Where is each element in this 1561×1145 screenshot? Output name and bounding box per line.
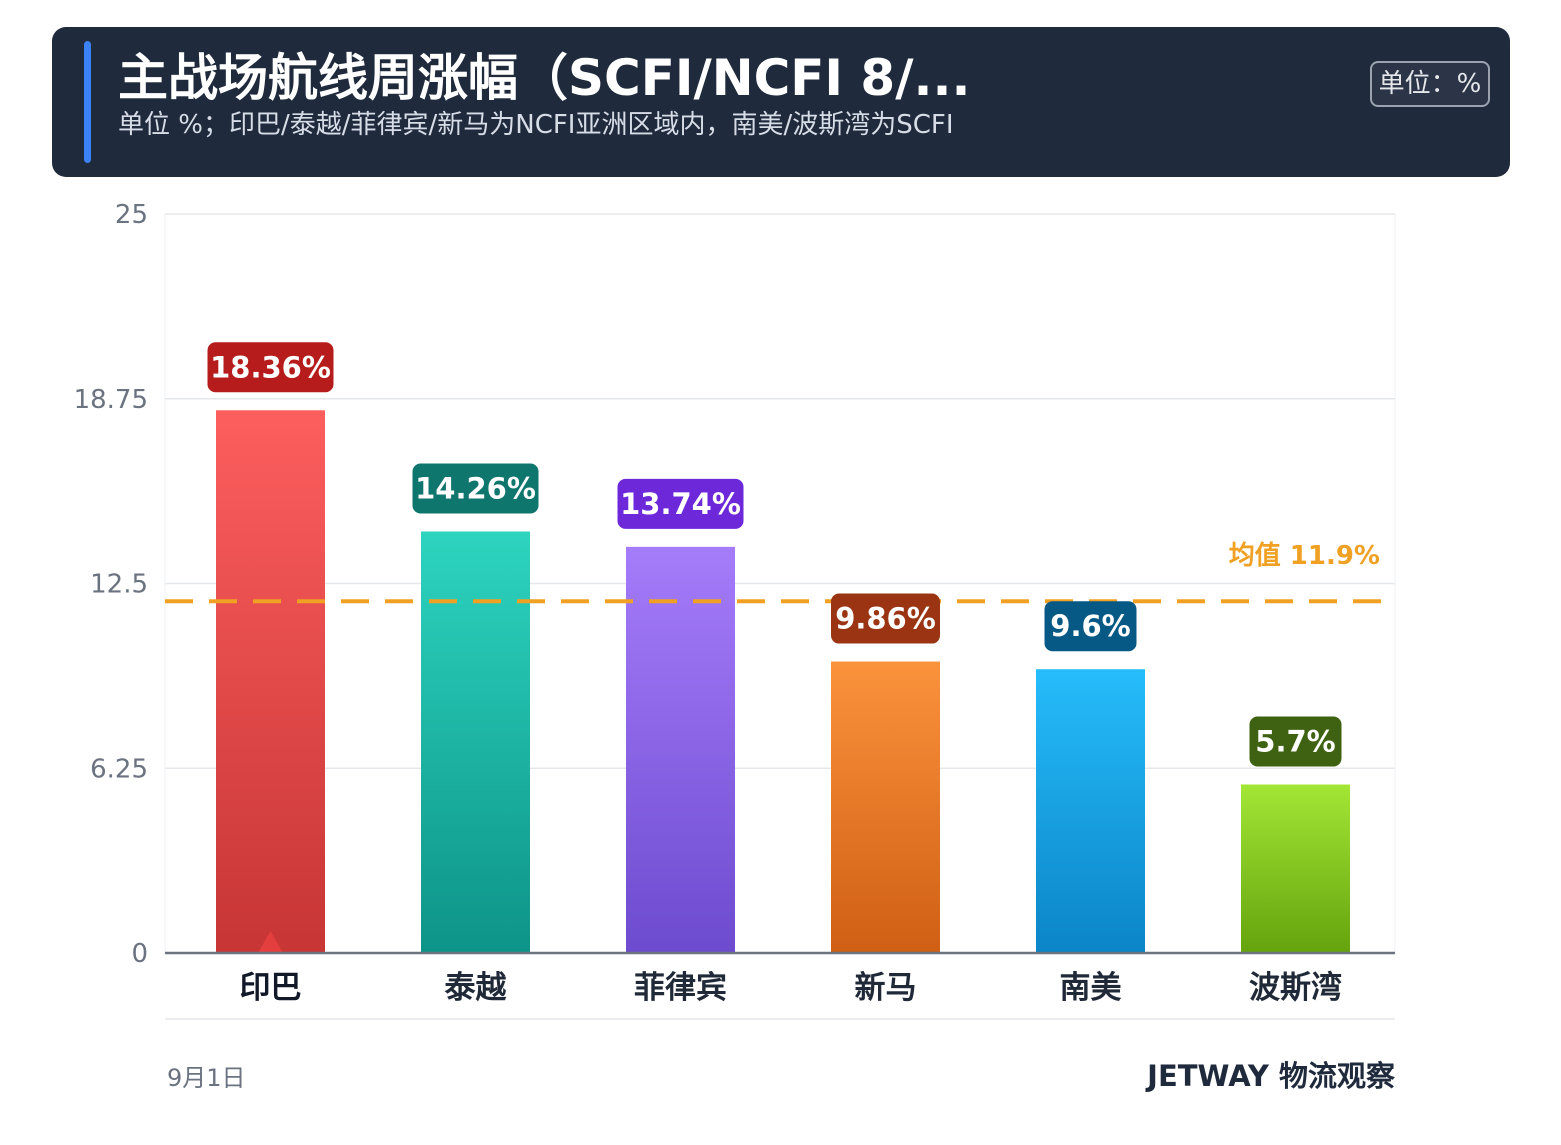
data-label: 13.74% [620, 487, 741, 521]
footer-date: 9月1日 [167, 1064, 246, 1092]
bar [831, 661, 940, 953]
x-tick-label: 南美 [1060, 970, 1122, 1006]
data-label-bg [1249, 716, 1342, 767]
x-tick-label: 新马 [855, 970, 917, 1006]
data-label: 9.6% [1050, 609, 1130, 643]
axes: 0 6.25 12.5 18.75 25 印巴 泰越 菲律宾 新马 南美 波斯湾 [74, 200, 1395, 1020]
data-label-bg [1044, 601, 1137, 652]
data-label-bg [412, 463, 539, 514]
chart-subtitle: 单位 %；印巴/泰越/菲律宾/新马为NCFI亚洲区域内，南美/波斯湾为SCFI [118, 110, 954, 140]
accent-bar [84, 41, 91, 163]
y-tick-label: 18.75 [74, 385, 148, 415]
data-labels: 18.36% 14.26% 13.74% 9.86% 9.6% 5.7% [207, 342, 1342, 767]
bar [1241, 784, 1350, 953]
x-tick-label: 波斯湾 [1249, 970, 1342, 1006]
data-label: 14.26% [415, 471, 536, 505]
mean-line-label: 均值 11.9% [1229, 541, 1380, 571]
x-tick-label: 印巴 [240, 970, 302, 1006]
x-tick-label: 菲律宾 [634, 970, 727, 1006]
chart-header: 主战场航线周涨幅（SCFI/NCFI 8/... 单位 %；印巴/泰越/菲律宾/… [52, 27, 1510, 177]
mean-line-group: 均值 11.9% [165, 541, 1395, 604]
data-label-bg [617, 478, 744, 529]
highlight-marker [258, 931, 283, 952]
bars [216, 410, 1350, 953]
footer-brand: JETWAY 物流观察 [1147, 1059, 1395, 1093]
data-label: 18.36% [210, 350, 331, 384]
bar [1036, 669, 1145, 953]
y-tick-label: 6.25 [90, 754, 148, 784]
bar [216, 410, 325, 953]
unit-badge: 单位：% [1370, 61, 1490, 107]
data-label: 9.86% [835, 602, 936, 636]
data-label: 5.7% [1255, 725, 1335, 759]
grid-lines [164, 213, 1396, 954]
y-tick-label: 0 [131, 939, 148, 969]
y-tick-label: 12.5 [90, 570, 148, 600]
data-label-bg [207, 342, 334, 393]
data-label-bg [831, 593, 940, 644]
y-tick-label: 25 [115, 200, 148, 230]
chart-title: 主战场航线周涨幅（SCFI/NCFI 8/... [118, 49, 971, 107]
bar [421, 531, 530, 953]
x-tick-label: 泰越 [445, 970, 508, 1006]
bar [626, 546, 735, 953]
